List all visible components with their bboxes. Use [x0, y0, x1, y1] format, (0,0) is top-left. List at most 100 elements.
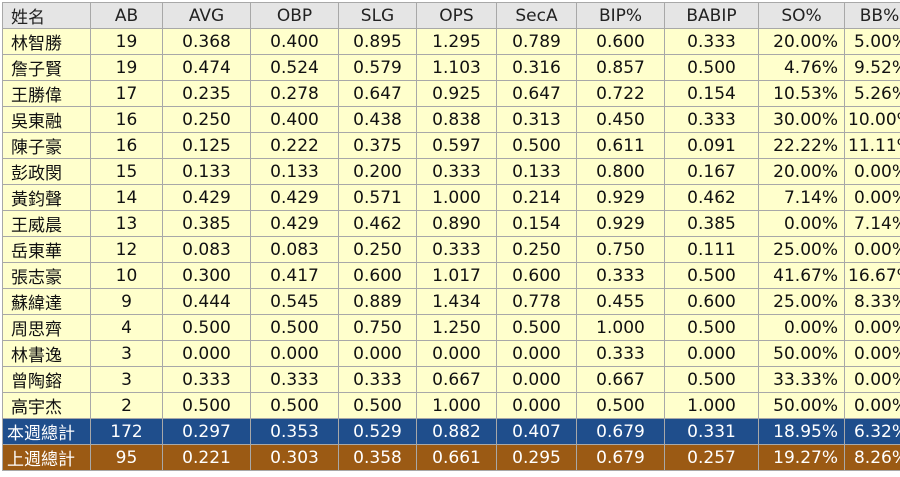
stat-cell-bb: 0.00%: [845, 237, 900, 263]
stat-cell-ops: 1.103: [417, 55, 497, 81]
column-header-ab[interactable]: AB: [91, 3, 163, 29]
stat-cell-babip: 0.500: [665, 55, 759, 81]
column-header-name[interactable]: 姓名: [3, 3, 91, 29]
player-name-cell: 曾陶鎔: [3, 367, 91, 393]
stat-cell-bip: 0.667: [577, 367, 665, 393]
column-header-so[interactable]: SO%: [759, 3, 845, 29]
stat-cell-babip: 0.385: [665, 211, 759, 237]
total-stat-cell-slg: 0.358: [339, 445, 417, 471]
stat-cell-bip: 0.929: [577, 185, 665, 211]
stat-cell-bip: 0.500: [577, 393, 665, 419]
stat-cell-avg: 0.300: [163, 263, 251, 289]
stat-cell-ops: 0.667: [417, 367, 497, 393]
stat-cell-avg: 0.000: [163, 341, 251, 367]
player-name-cell: 張志豪: [3, 263, 91, 289]
column-header-avg[interactable]: AVG: [163, 3, 251, 29]
total-stat-cell-babip: 0.257: [665, 445, 759, 471]
column-header-ops[interactable]: OPS: [417, 3, 497, 29]
stat-cell-bb: 0.00%: [845, 341, 900, 367]
stat-cell-ops: 1.434: [417, 289, 497, 315]
player-name-cell: 林智勝: [3, 29, 91, 55]
stat-cell-bip: 0.929: [577, 211, 665, 237]
player-name-cell: 黃鈞聲: [3, 185, 91, 211]
stat-cell-bb: 0.00%: [845, 315, 900, 341]
stat-cell-seca: 0.500: [497, 133, 577, 159]
stat-cell-obp: 0.429: [251, 211, 339, 237]
stat-cell-bb: 0.00%: [845, 393, 900, 419]
stat-cell-seca: 0.316: [497, 55, 577, 81]
stat-cell-obp: 0.524: [251, 55, 339, 81]
player-name-cell: 蘇緯達: [3, 289, 91, 315]
column-header-obp[interactable]: OBP: [251, 3, 339, 29]
stat-cell-bb: 11.11%: [845, 133, 900, 159]
stat-cell-babip: 0.333: [665, 107, 759, 133]
column-header-seca[interactable]: SecA: [497, 3, 577, 29]
stat-cell-bip: 0.750: [577, 237, 665, 263]
column-header-bb[interactable]: BB%: [845, 3, 900, 29]
column-header-babip[interactable]: BABIP: [665, 3, 759, 29]
stat-cell-seca: 0.000: [497, 367, 577, 393]
stat-cell-bb: 7.14%: [845, 211, 900, 237]
total-stat-cell-ab: 95: [91, 445, 163, 471]
column-header-slg[interactable]: SLG: [339, 3, 417, 29]
stat-cell-bip: 0.800: [577, 159, 665, 185]
stat-cell-babip: 1.000: [665, 393, 759, 419]
stat-cell-bip: 0.455: [577, 289, 665, 315]
stat-cell-ab: 10: [91, 263, 163, 289]
total-stat-cell-slg: 0.529: [339, 419, 417, 445]
player-name-cell: 陳子豪: [3, 133, 91, 159]
stat-cell-so: 22.22%: [759, 133, 845, 159]
total-stat-cell-seca: 0.407: [497, 419, 577, 445]
column-header-bip[interactable]: BIP%: [577, 3, 665, 29]
stat-cell-ab: 9: [91, 289, 163, 315]
stat-cell-so: 4.76%: [759, 55, 845, 81]
total-stat-cell-babip: 0.331: [665, 419, 759, 445]
stat-cell-ab: 17: [91, 81, 163, 107]
stat-cell-slg: 0.889: [339, 289, 417, 315]
stat-cell-slg: 0.375: [339, 133, 417, 159]
stat-cell-avg: 0.125: [163, 133, 251, 159]
stat-cell-obp: 0.500: [251, 315, 339, 341]
stat-cell-bb: 10.00%: [845, 107, 900, 133]
stat-cell-so: 30.00%: [759, 107, 845, 133]
stat-cell-ops: 1.295: [417, 29, 497, 55]
total-stat-cell-bb: 8.26%: [845, 445, 900, 471]
stat-cell-babip: 0.500: [665, 367, 759, 393]
stat-cell-seca: 0.214: [497, 185, 577, 211]
stat-cell-slg: 0.571: [339, 185, 417, 211]
stat-cell-seca: 0.000: [497, 341, 577, 367]
player-name-cell: 林書逸: [3, 341, 91, 367]
stat-cell-bb: 0.00%: [845, 159, 900, 185]
stat-cell-bb: 9.52%: [845, 55, 900, 81]
stat-cell-babip: 0.000: [665, 341, 759, 367]
stat-cell-slg: 0.333: [339, 367, 417, 393]
stat-cell-bb: 0.00%: [845, 367, 900, 393]
stat-cell-bip: 1.000: [577, 315, 665, 341]
stat-cell-ab: 3: [91, 341, 163, 367]
player-name-cell: 周思齊: [3, 315, 91, 341]
stat-cell-avg: 0.500: [163, 393, 251, 419]
stat-cell-so: 25.00%: [759, 237, 845, 263]
stat-cell-slg: 0.438: [339, 107, 417, 133]
total-stat-cell-so: 19.27%: [759, 445, 845, 471]
stat-cell-ops: 0.925: [417, 81, 497, 107]
stat-cell-so: 41.67%: [759, 263, 845, 289]
